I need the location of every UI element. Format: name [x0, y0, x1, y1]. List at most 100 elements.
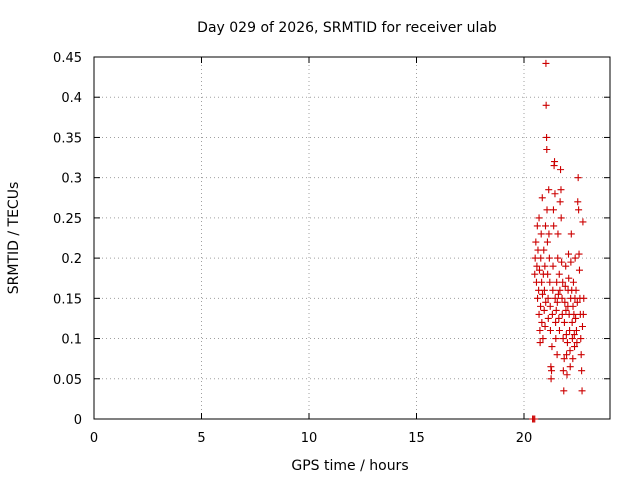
y-tick-label: 0.25	[53, 212, 82, 227]
data-point	[577, 335, 585, 343]
data-point	[559, 367, 567, 375]
data-point	[567, 258, 575, 266]
data-point	[579, 310, 587, 318]
data-point	[563, 351, 571, 359]
data-point	[552, 335, 560, 343]
data-point	[569, 355, 577, 363]
data-point	[545, 186, 553, 194]
data-point	[565, 250, 573, 258]
data-point	[551, 294, 559, 302]
data-point	[543, 238, 551, 246]
data-point	[535, 310, 543, 318]
data-point	[556, 198, 564, 206]
data-point	[566, 347, 574, 355]
data-point	[550, 222, 558, 230]
data-point	[543, 206, 551, 214]
data-point	[566, 363, 574, 371]
data-point	[575, 206, 583, 214]
data-point	[555, 314, 563, 322]
data-point	[545, 230, 553, 238]
data-point	[567, 230, 575, 238]
data-point	[555, 270, 563, 278]
data-point	[538, 278, 546, 286]
data-point	[560, 387, 568, 395]
data-point	[554, 290, 562, 298]
data-point	[540, 306, 548, 314]
data-point	[544, 314, 552, 322]
data-point	[562, 331, 570, 339]
y-tick-label: 0.05	[53, 373, 82, 388]
data-point	[546, 327, 554, 335]
data-point	[538, 318, 546, 326]
y-tick-label: 0.35	[53, 131, 82, 146]
data-point	[542, 59, 550, 67]
data-point	[535, 266, 543, 274]
data-point	[548, 367, 556, 375]
data-point	[569, 278, 577, 286]
data-point	[549, 286, 557, 294]
data-point	[560, 355, 568, 363]
data-point	[578, 322, 586, 330]
y-tick-label: 0.2	[61, 252, 82, 267]
data-point	[540, 286, 548, 294]
x-tick-label: 5	[197, 431, 205, 446]
data-point	[541, 322, 549, 330]
data-point	[542, 101, 550, 109]
data-point	[574, 174, 582, 182]
data-point	[532, 238, 540, 246]
data-point	[540, 246, 548, 254]
data-point	[548, 310, 556, 318]
plot-frame	[93, 56, 611, 420]
data-point	[549, 262, 557, 270]
data-point	[572, 286, 580, 294]
data-point	[549, 206, 557, 214]
x-tick-label: 10	[301, 431, 318, 446]
data-point	[573, 298, 581, 306]
data-point	[570, 310, 578, 318]
data-point	[571, 254, 579, 262]
x-tick-label: 15	[408, 431, 425, 446]
data-point	[563, 371, 571, 379]
data-point	[534, 294, 542, 302]
data-point	[546, 278, 554, 286]
data-point	[572, 314, 580, 322]
data-point	[543, 146, 551, 154]
y-tick-label: 0	[74, 413, 82, 428]
data-point	[548, 343, 556, 351]
data-point	[536, 327, 544, 335]
data-point	[559, 335, 567, 343]
data-point	[544, 270, 552, 278]
x-axis-label: GPS time / hours	[291, 458, 408, 474]
y-tick-label: 0.3	[61, 172, 82, 187]
data-point	[554, 230, 562, 238]
data-point	[553, 278, 561, 286]
data-points	[529, 59, 588, 423]
data-point	[561, 282, 569, 290]
data-point	[544, 294, 552, 302]
data-point	[535, 214, 543, 222]
data-point	[553, 298, 561, 306]
data-point	[557, 166, 565, 174]
data-point	[539, 335, 547, 343]
data-point	[555, 327, 563, 335]
data-point	[578, 387, 586, 395]
grid	[94, 57, 610, 419]
axis-ticks: 0 0.05 0.1 0.15 0.2 0.25 0.3 0.35 0.4 0.45 0 5 10 15 2…	[53, 51, 610, 446]
data-point	[542, 298, 550, 306]
data-point	[552, 306, 560, 314]
data-point	[561, 298, 569, 306]
data-point	[575, 250, 583, 258]
x-tick-label: 0	[90, 431, 98, 446]
data-point	[537, 230, 545, 238]
data-point	[573, 339, 581, 347]
data-point	[545, 254, 553, 262]
data-point	[531, 415, 539, 423]
data-point	[557, 186, 565, 194]
data-point	[563, 339, 571, 347]
x-tick-label: 20	[516, 431, 533, 446]
data-point	[541, 262, 549, 270]
data-point	[531, 270, 539, 278]
y-tick-label: 0.15	[53, 292, 82, 307]
y-tick-label: 0.4	[61, 91, 82, 106]
